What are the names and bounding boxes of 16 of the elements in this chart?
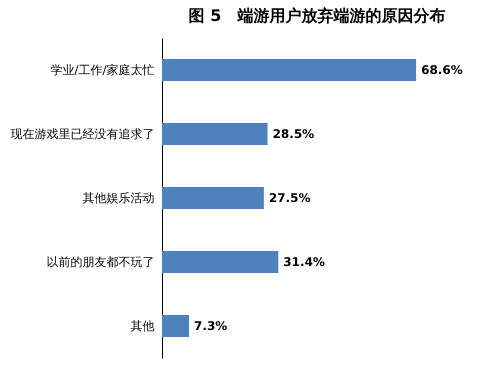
y-tick-label: 现在游戏里已经没有追求了 [10, 127, 154, 141]
data-label: 7.3% [194, 319, 228, 333]
y-tick-label: 其他娱乐活动 [82, 191, 154, 205]
data-label: 28.5% [272, 127, 314, 141]
bar [162, 123, 268, 145]
bar [162, 251, 278, 273]
chart-title: 图 5 端游用户放弃端游的原因分布 [188, 6, 446, 25]
y-tick-label: 学业/工作/家庭太忙 [50, 63, 154, 77]
data-label: 31.4% [283, 255, 325, 269]
bar [162, 315, 190, 337]
y-tick-label: 其他 [130, 319, 154, 333]
data-label: 27.5% [268, 191, 310, 205]
bar [162, 187, 264, 209]
data-label: 68.6% [421, 63, 463, 77]
bar [162, 59, 416, 81]
y-tick-label: 以前的朋友都不玩了 [46, 255, 154, 269]
